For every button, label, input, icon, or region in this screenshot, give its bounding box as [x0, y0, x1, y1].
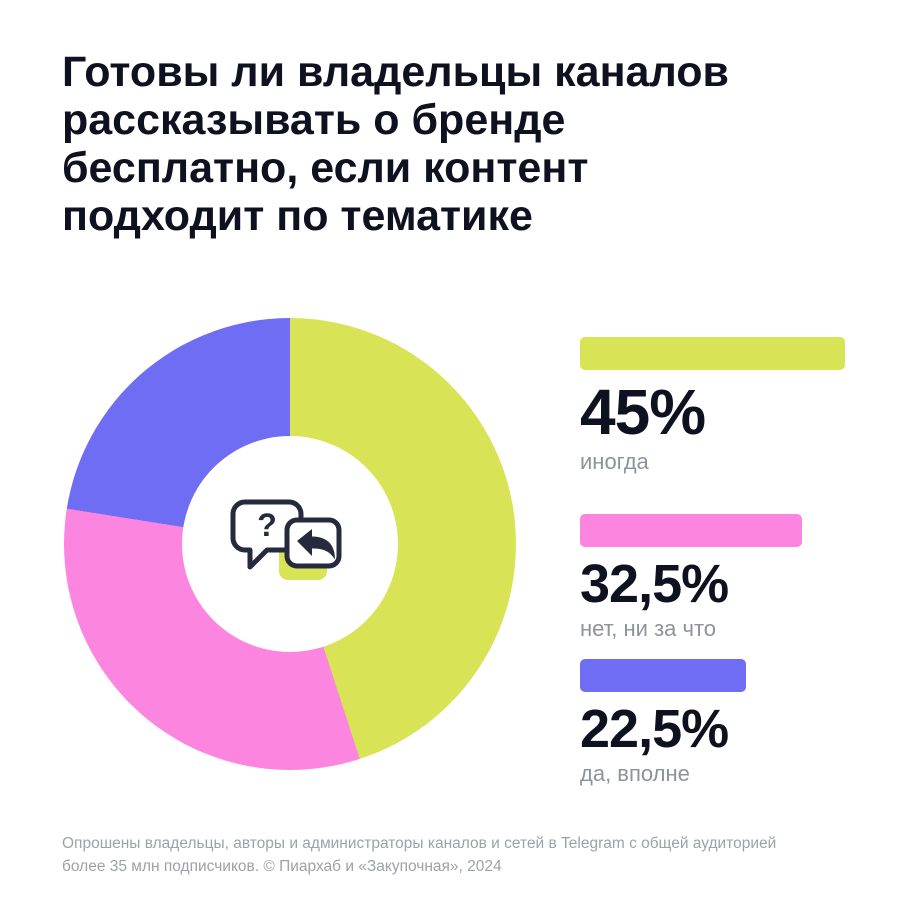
- legend-percent: 22,5%: [580, 699, 729, 759]
- legend-bar: [580, 337, 845, 370]
- title-line: рассказывать о бренде: [62, 96, 566, 145]
- legend-label: да, вполне: [580, 761, 690, 786]
- title-line: Готовы ли владельцы каналов: [62, 48, 729, 96]
- footnote-line: более 35 млн подписчиков. © Пиархаб и «З…: [62, 858, 502, 876]
- legend-item: 32,5% нет, ни за что: [580, 514, 802, 641]
- footnote-line: Опрошены владельцы, авторы и администрат…: [62, 835, 777, 852]
- legend: 45% иногда 32,5% нет, ни за что 22,5% да…: [580, 337, 860, 817]
- legend-item: 45% иногда: [580, 337, 845, 474]
- legend-percent: 45%: [580, 376, 706, 448]
- legend-item: 22,5% да, вполне: [580, 659, 746, 786]
- title-line: бесплатно, если контент: [62, 144, 589, 193]
- page-title: Готовы ли владельцы каналов рассказывать…: [62, 48, 729, 241]
- legend-percent: 32,5%: [580, 554, 729, 614]
- question-bubble-icon: [230, 499, 304, 570]
- footnote: Опрошены владельцы, авторы и администрат…: [62, 832, 776, 879]
- donut-chart: ?: [64, 318, 516, 770]
- chat-question-reply-icon: ?: [230, 499, 342, 580]
- question-mark-glyph: ?: [257, 507, 277, 543]
- title-line: подходит по тематике: [62, 192, 533, 241]
- legend-label: иногда: [580, 449, 649, 474]
- legend-label: нет, ни за что: [580, 616, 717, 641]
- reply-arrow-icon: [297, 529, 335, 560]
- legend-bar: [580, 659, 746, 692]
- legend-bar: [580, 514, 802, 547]
- donut-hole: ?: [182, 436, 398, 652]
